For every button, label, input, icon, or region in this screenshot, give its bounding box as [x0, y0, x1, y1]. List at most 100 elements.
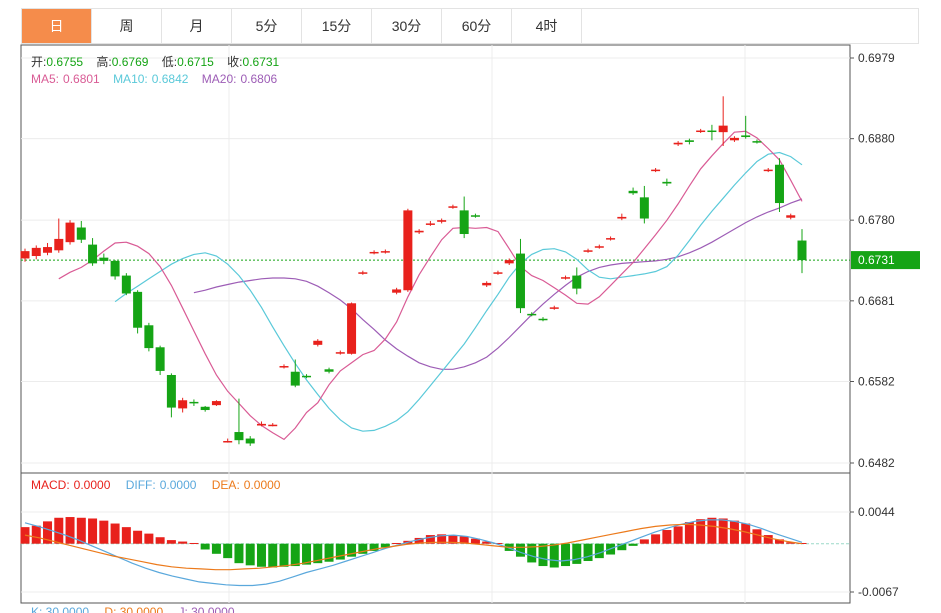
tab-month[interactable]: 月	[162, 9, 232, 43]
candle-body	[707, 130, 717, 133]
candle-body	[110, 260, 120, 277]
candle-body	[256, 423, 266, 426]
macd-bar	[639, 539, 649, 544]
macd-bar	[684, 522, 694, 544]
candle	[380, 249, 390, 254]
grid-lines	[20, 44, 854, 604]
y-tick-label: 0.6582	[858, 375, 895, 389]
macd-bar	[211, 543, 221, 554]
macd-bar	[628, 543, 638, 546]
candle-body	[437, 220, 447, 222]
candle	[268, 423, 278, 427]
macd-bar	[459, 536, 469, 544]
tab-5min[interactable]: 5分	[232, 9, 302, 43]
candle-body	[76, 227, 86, 240]
y-tick-label: 0.0044	[858, 505, 895, 519]
candle-body	[65, 222, 75, 243]
ma20-line	[193, 198, 803, 370]
macd-bar	[335, 543, 345, 560]
candle	[290, 359, 300, 388]
candle	[54, 218, 64, 253]
candle	[189, 399, 199, 406]
candle	[786, 213, 796, 220]
macd-bar	[279, 543, 289, 567]
candle-body	[31, 247, 41, 257]
candle	[144, 322, 154, 352]
candle-body	[752, 141, 762, 143]
candle	[425, 220, 435, 226]
candle	[437, 218, 447, 224]
macd-bar	[200, 543, 210, 550]
candle-body	[133, 291, 143, 328]
macd-bar	[347, 543, 357, 557]
tab-week[interactable]: 周	[92, 9, 162, 43]
candle-body	[178, 400, 188, 409]
tab-4hour[interactable]: 4时	[512, 9, 582, 43]
tab-15min[interactable]: 15分	[302, 9, 372, 43]
candle-body	[482, 282, 492, 286]
timeframe-tabs: 日 周 月 5分 15分 30分 60分 4时	[21, 8, 919, 44]
candle-body	[504, 260, 514, 264]
candle-body	[166, 374, 176, 408]
candle	[121, 273, 131, 296]
macd-bar	[133, 530, 143, 544]
candle-body	[403, 210, 413, 291]
macd-bar	[414, 537, 424, 544]
candle	[527, 312, 537, 317]
candle	[245, 436, 255, 446]
candle-body	[347, 303, 357, 354]
candle	[223, 438, 233, 443]
candle	[673, 141, 683, 147]
candle	[651, 168, 661, 173]
candle	[358, 270, 368, 275]
last-price-label: 0.6731	[858, 253, 895, 267]
candle-body	[54, 238, 64, 251]
candle-body	[99, 257, 109, 261]
candle-body	[628, 190, 638, 194]
ohlc-legend: 开:0.6755 高:0.6769 低:0.6715 收:0.6731	[31, 54, 280, 69]
candle-body	[268, 424, 278, 427]
tab-30min[interactable]: 30分	[372, 9, 442, 43]
macd-bar	[88, 518, 98, 544]
macd-histogram	[20, 517, 850, 568]
y-tick-label: 0.6482	[858, 456, 895, 470]
candle-body	[290, 371, 300, 386]
candle	[561, 275, 571, 280]
candle-body	[470, 215, 480, 217]
macd-bar	[651, 534, 661, 544]
candle	[200, 405, 210, 412]
candle	[234, 398, 244, 445]
candle-body	[606, 238, 616, 240]
macd-bar	[662, 530, 672, 544]
candle	[752, 139, 762, 144]
candle-body	[583, 250, 593, 252]
candle-body	[538, 318, 548, 321]
candle-body	[561, 277, 571, 279]
candle	[572, 267, 582, 295]
candle-body	[741, 135, 751, 138]
macd-bar	[493, 542, 503, 544]
candle	[707, 124, 717, 141]
macd-bar	[786, 542, 796, 544]
tab-day[interactable]: 日	[22, 9, 92, 43]
macd-bar	[324, 543, 334, 562]
candle-body	[380, 251, 390, 253]
candle	[515, 238, 525, 314]
candle	[662, 178, 672, 186]
tab-60min[interactable]: 60分	[442, 9, 512, 43]
candle	[606, 236, 616, 241]
macd-bar	[583, 543, 593, 562]
candle	[763, 168, 773, 173]
candle	[729, 136, 739, 142]
candle-body	[279, 366, 289, 368]
macd-bar	[31, 525, 41, 544]
macd-bar	[572, 543, 582, 564]
candle-body	[234, 432, 244, 441]
candle	[110, 260, 120, 280]
candle	[493, 270, 503, 275]
macd-bar	[437, 534, 447, 544]
candle-body	[673, 142, 683, 145]
candle-body	[639, 197, 649, 219]
kdj-legend: K: 30.0000 D: 30.0000 J: 30.0000	[31, 605, 235, 613]
